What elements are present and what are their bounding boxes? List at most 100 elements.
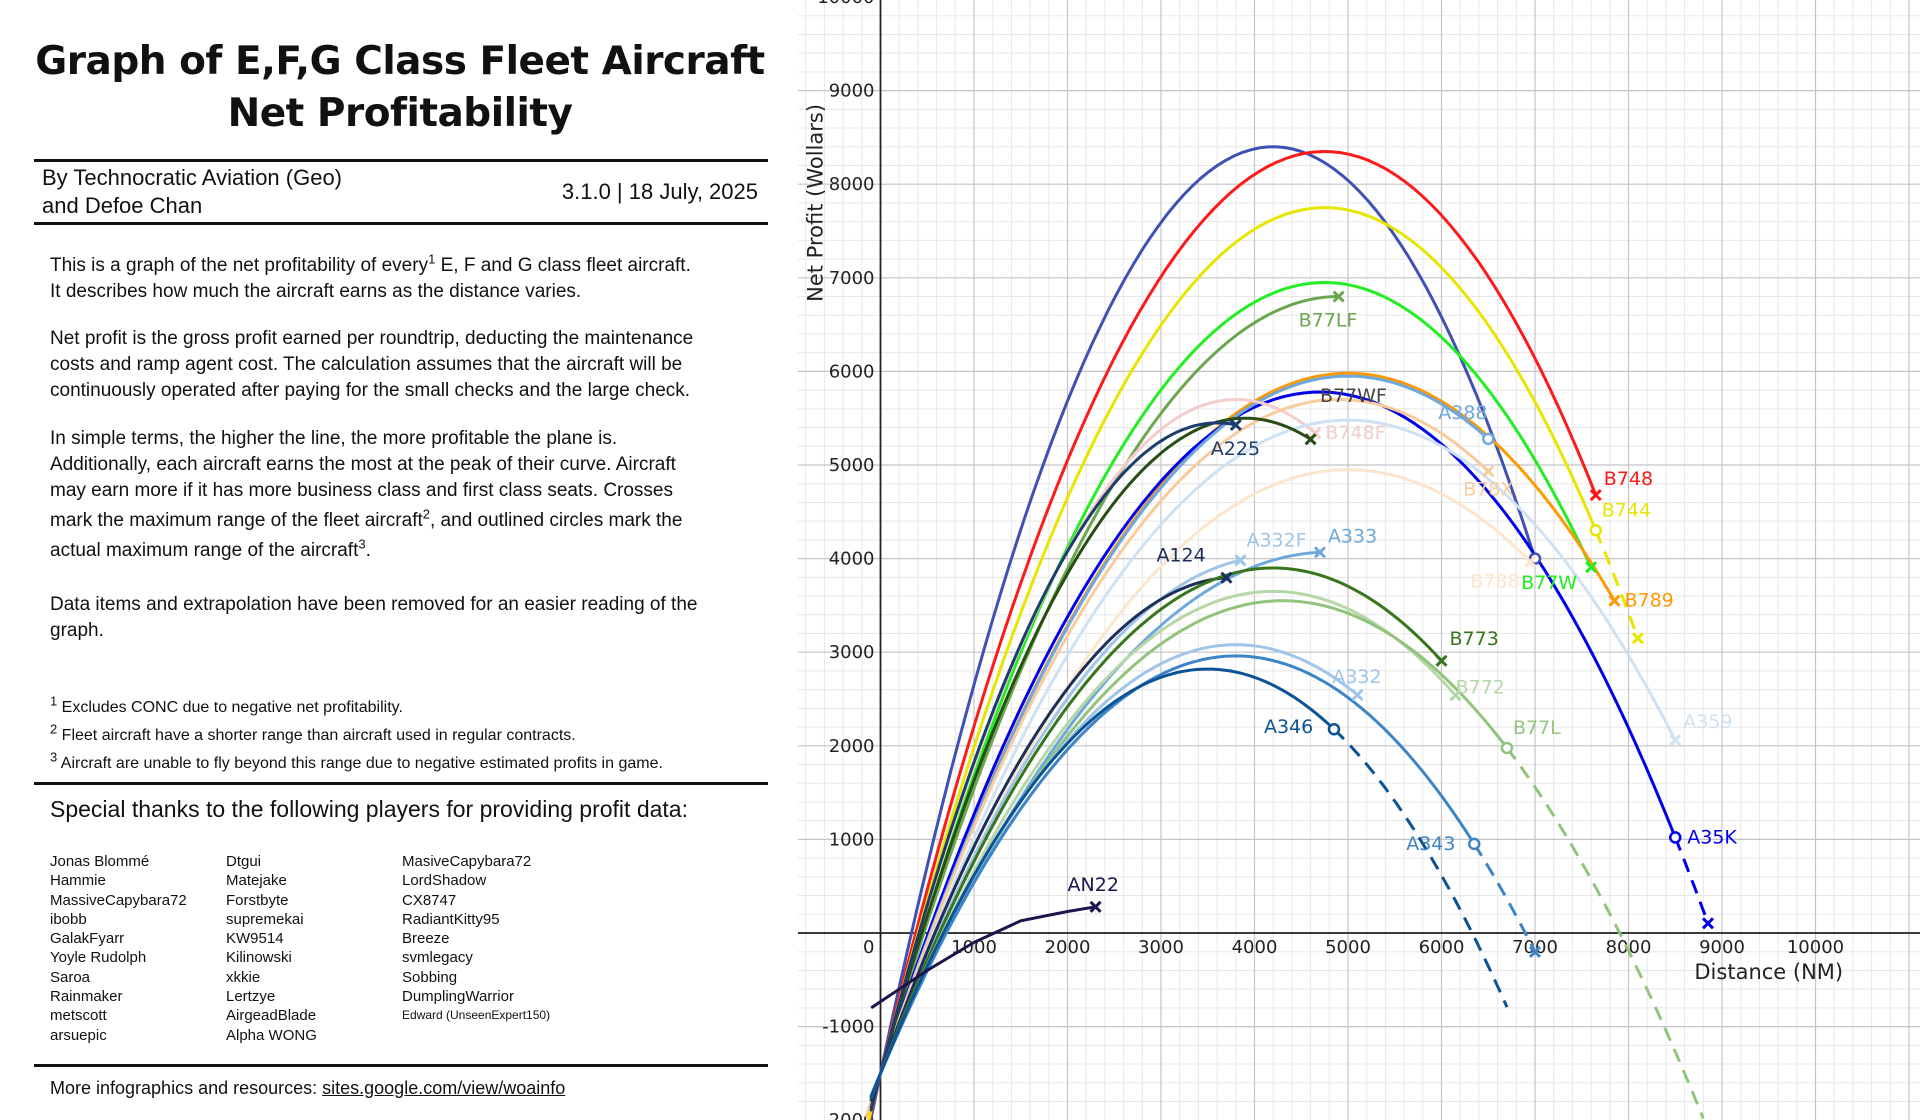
x-tick-label: 1000 xyxy=(951,937,997,958)
resources-link[interactable]: sites.google.com/view/woainfo xyxy=(322,1078,566,1098)
footnote-ref: 3 xyxy=(358,536,366,552)
series-label: B77WF xyxy=(1320,385,1387,407)
contributor: GalakFyarr xyxy=(50,930,125,948)
authors: By Technocratic Aviation (Geo) and Defoe… xyxy=(42,164,422,220)
max-range-cross xyxy=(1089,900,1102,913)
series-label: AN22 xyxy=(1068,874,1119,896)
series-label: A333 xyxy=(1328,525,1377,547)
contributor: Edward (UnseenExpert150) xyxy=(402,1008,551,1023)
max-range-cross xyxy=(1332,290,1345,303)
footnotes: 1 Excludes CONC due to negative net prof… xyxy=(50,694,770,778)
max-range-cross xyxy=(1585,561,1598,574)
footnote-ref: 2 xyxy=(422,506,430,522)
max-range-cross xyxy=(1524,555,1537,568)
divider xyxy=(34,222,768,225)
contributor: Jonas Blommé xyxy=(50,853,150,870)
text: continuously operated after paying for t… xyxy=(50,380,691,401)
actual-range-circle xyxy=(1589,524,1603,537)
contributor: arsuepic xyxy=(50,1026,107,1044)
max-range-cross xyxy=(1313,546,1327,559)
text: It describes how much the aircraft earns… xyxy=(50,281,582,302)
y-axis-label: Net Profit (Wollars) xyxy=(804,104,828,302)
series-dashed-line xyxy=(1673,836,1710,924)
contributor: Sobbing xyxy=(402,968,458,986)
tick-labels: 1000 2000 3000 4000 5000 6000 7000 8000 9000 1000… xyxy=(817,0,1844,1120)
contributor: metscott xyxy=(50,1007,107,1025)
y-tick-label: 8000 xyxy=(829,174,875,195)
contributor: Lertzye xyxy=(226,988,276,1006)
text: Additionally, each aircraft earns the mo… xyxy=(50,454,676,475)
series-label: B77W xyxy=(1521,572,1577,594)
footnote-num: 2 xyxy=(50,721,58,737)
description-paragraph-4: Data items and extrapolation have been r… xyxy=(50,592,770,644)
max-range-cross xyxy=(1631,632,1644,645)
max-range-cross xyxy=(1482,465,1495,478)
series-line xyxy=(869,374,1490,1104)
text: This is a graph of the net profitability… xyxy=(50,255,429,276)
contributor: Alpha WONG xyxy=(226,1026,317,1044)
origin-tick-label: 0 xyxy=(863,937,874,958)
x-tick-label: 6000 xyxy=(1419,937,1465,958)
max-range-cross xyxy=(1449,689,1462,702)
author-line-2: and Defoe Chan xyxy=(42,193,203,218)
series-line xyxy=(869,418,1677,1102)
description-paragraph-3: In simple terms, the higher the line, th… xyxy=(50,426,770,564)
series-label: B773 xyxy=(1450,628,1499,650)
byline: By Technocratic Aviation (Geo) and Defoe… xyxy=(42,164,762,222)
footnote-ref: 1 xyxy=(428,251,436,267)
x-tick-label: 5000 xyxy=(1325,937,1371,958)
y-tick-label: 4000 xyxy=(829,549,875,570)
contributor: DumplingWarrior xyxy=(402,988,514,1006)
contributor: MasiveCapybara72 xyxy=(402,853,532,870)
description-paragraph-2: Net profit is the gross profit earned pe… xyxy=(50,326,770,404)
footnote-3: 3 Aircraft are unable to fly beyond this… xyxy=(50,750,770,778)
series-dashed-line xyxy=(1332,728,1509,1008)
contributor: AirgeadBlade xyxy=(226,1007,317,1025)
max-range-cross xyxy=(1669,734,1682,747)
contributor: Rainmaker xyxy=(50,988,123,1006)
series-line xyxy=(870,905,1096,1010)
series-label: A332 xyxy=(1332,666,1381,688)
max-range-cross xyxy=(1304,433,1317,446)
contributor: Kilinowski xyxy=(226,949,292,967)
y-tick-label: 2000 xyxy=(829,736,875,757)
text: , and outlined circles mark the xyxy=(430,510,683,531)
profit-chart: 1000 2000 3000 4000 5000 6000 7000 8000 9000 1000… xyxy=(798,0,1920,1120)
contributor: MassiveCapybara72 xyxy=(50,891,187,909)
actual-range-circle xyxy=(1467,837,1481,851)
series-line xyxy=(869,589,1457,1099)
footnote-2: 2 Fleet aircraft have a shorter range th… xyxy=(50,722,770,750)
series-dashed-line xyxy=(1472,843,1537,953)
series-label: B748 xyxy=(1604,468,1653,490)
author-line-1: By Technocratic Aviation (Geo) xyxy=(42,165,343,190)
series-markers xyxy=(1089,290,1715,959)
footnote-text: Aircraft are unable to fly beyond this r… xyxy=(57,755,663,772)
series-line xyxy=(869,416,1313,1109)
axes xyxy=(798,0,1920,1120)
y-tick-label: 3000 xyxy=(829,642,875,663)
y-tick-label: -1000 xyxy=(822,1017,874,1038)
series-label: A35K xyxy=(1687,826,1737,848)
text: . xyxy=(365,540,371,561)
max-range-cross xyxy=(1701,917,1715,930)
x-tick-label: 4000 xyxy=(1232,937,1278,958)
text: costs and ramp agent cost. The calculati… xyxy=(50,354,683,375)
contributor: Dtgui xyxy=(226,853,262,870)
y-tick-label: 9000 xyxy=(829,81,875,102)
contributor: Hammie xyxy=(50,872,106,890)
series-dashed-line xyxy=(1594,529,1640,639)
series-label: B77LF xyxy=(1299,310,1358,332)
title-line-1: Graph of E,F,G Class Fleet Aircraft xyxy=(35,39,765,84)
series-label: B772 xyxy=(1456,676,1505,698)
contributor: KW9514 xyxy=(226,930,284,948)
contributor: ibobb xyxy=(50,910,87,928)
x-tick-label: 2000 xyxy=(1045,937,1091,958)
footnote-1: 1 Excludes CONC due to negative net prof… xyxy=(50,694,770,722)
thanks-column-1: Jonas Blommé Hammie MassiveCapybara72 ib… xyxy=(50,852,187,1045)
y-tick-label: 1000 xyxy=(829,829,875,850)
series-line xyxy=(867,206,1598,1120)
series-label: A388 xyxy=(1438,402,1487,424)
series-label: A343 xyxy=(1406,833,1455,855)
divider xyxy=(34,782,768,785)
series-line xyxy=(869,295,1341,1107)
